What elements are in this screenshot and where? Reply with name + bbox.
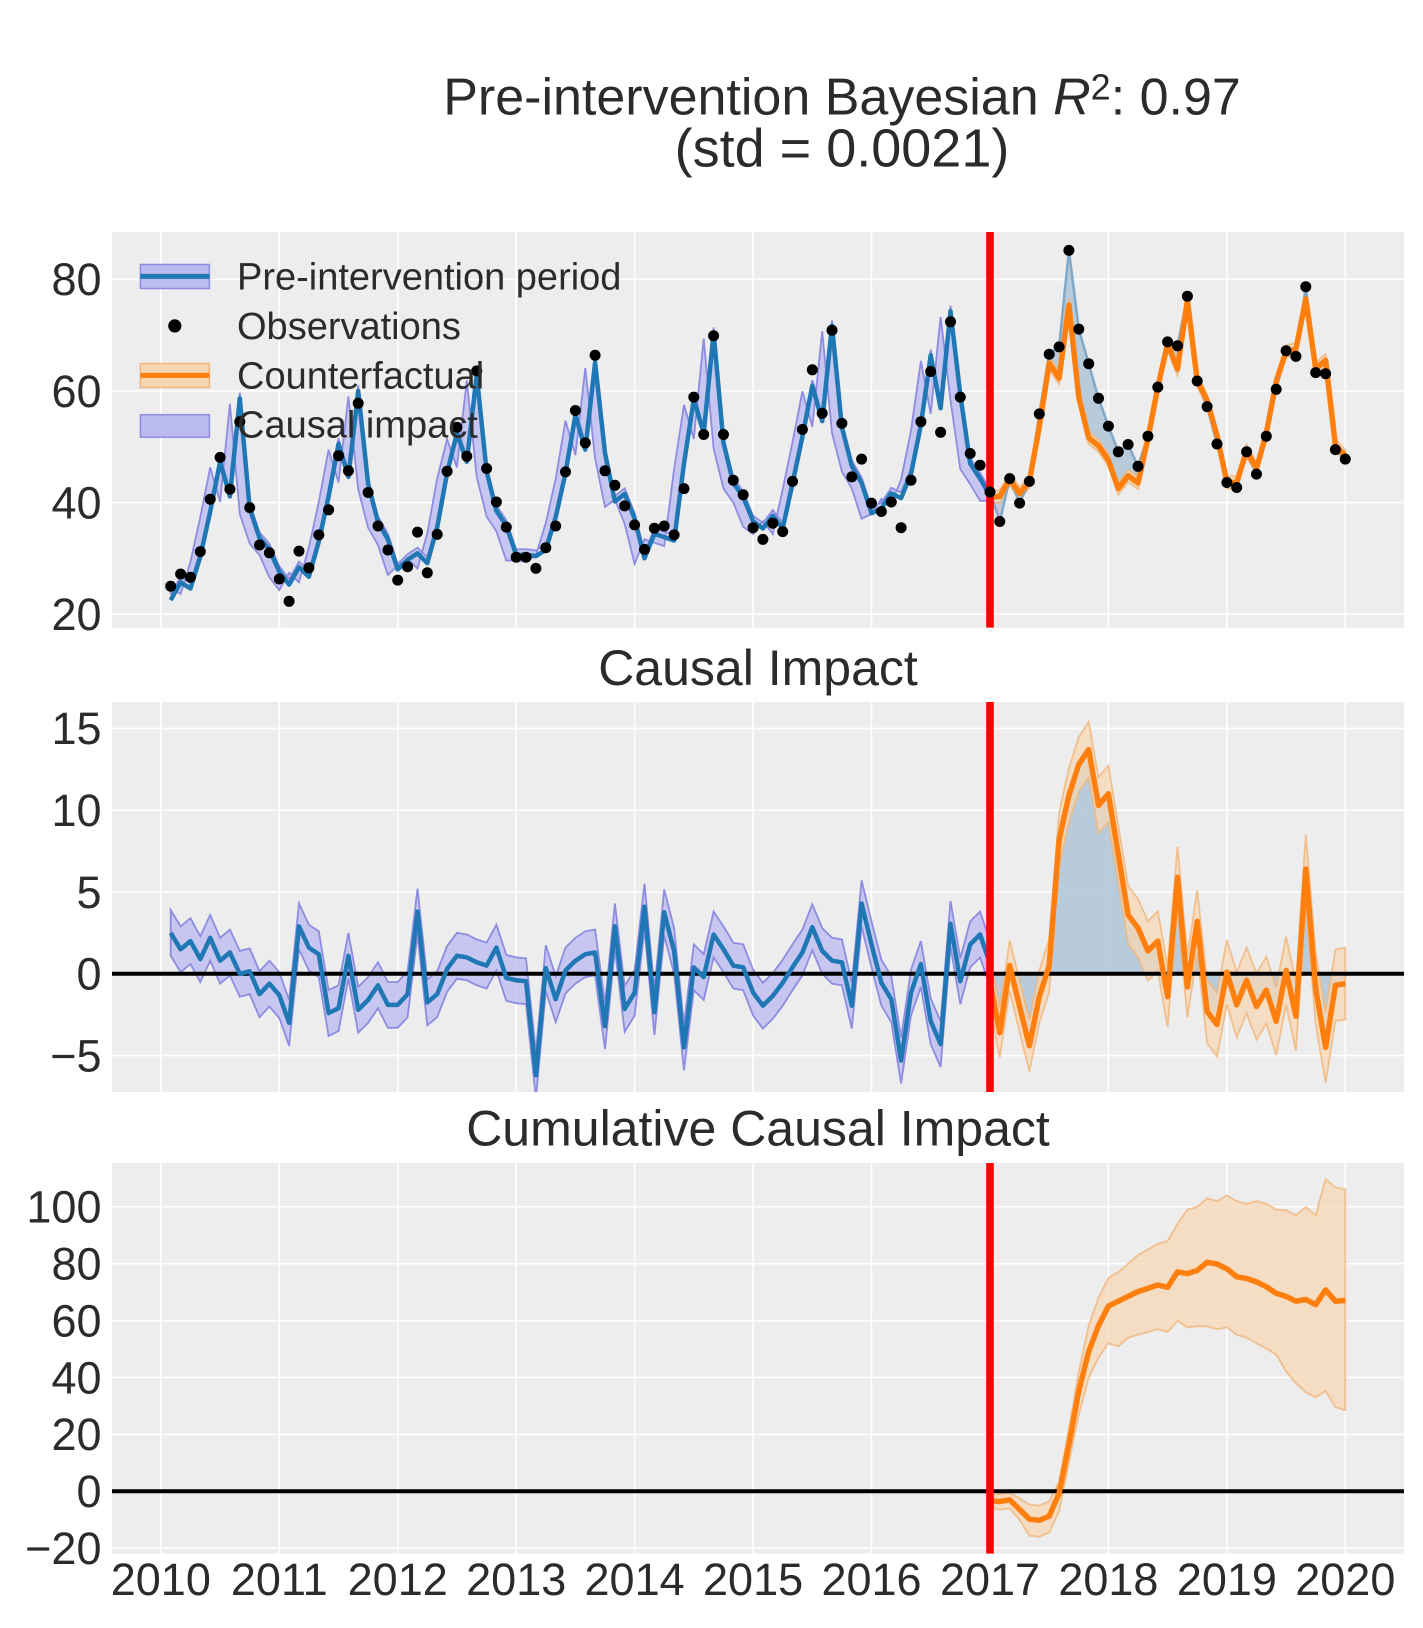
svg-text:2013: 2013 — [466, 1554, 566, 1605]
svg-text:5: 5 — [76, 867, 101, 918]
svg-text:80: 80 — [51, 1239, 101, 1290]
svg-text:2014: 2014 — [585, 1554, 685, 1605]
svg-text:Pre-intervention period: Pre-intervention period — [237, 257, 621, 299]
svg-text:Pre-intervention Bayesian R2:: Pre-intervention Bayesian R2: 0.97 — [443, 67, 1241, 127]
svg-text:40: 40 — [51, 477, 101, 528]
svg-text:2018: 2018 — [1058, 1554, 1158, 1605]
svg-text:−20: −20 — [25, 1523, 101, 1574]
svg-text:15: 15 — [51, 703, 101, 754]
svg-text:80: 80 — [51, 254, 101, 305]
svg-text:60: 60 — [51, 1295, 101, 1346]
svg-text:100: 100 — [26, 1182, 101, 1233]
svg-text:0: 0 — [76, 1466, 101, 1517]
svg-text:Counterfactual: Counterfactual — [237, 356, 484, 398]
svg-text:2012: 2012 — [348, 1554, 448, 1605]
svg-text:2020: 2020 — [1295, 1554, 1395, 1605]
svg-text:Observations: Observations — [237, 306, 461, 348]
svg-text:Causal Impact: Causal Impact — [598, 640, 918, 696]
svg-text:2016: 2016 — [821, 1554, 921, 1605]
svg-text:Causal impact: Causal impact — [237, 405, 478, 447]
svg-text:2017: 2017 — [940, 1554, 1040, 1605]
svg-text:2019: 2019 — [1177, 1554, 1277, 1605]
svg-text:−5: −5 — [50, 1030, 101, 1081]
svg-text:60: 60 — [51, 366, 101, 417]
svg-text:0: 0 — [76, 949, 101, 1000]
svg-text:2015: 2015 — [703, 1554, 803, 1605]
svg-text:40: 40 — [51, 1352, 101, 1403]
svg-text:2010: 2010 — [111, 1554, 211, 1605]
svg-text:20: 20 — [51, 1409, 101, 1460]
svg-text:20: 20 — [51, 589, 101, 640]
svg-text:10: 10 — [51, 785, 101, 836]
svg-text:Cumulative Causal Impact: Cumulative Causal Impact — [466, 1101, 1050, 1157]
svg-text:2011: 2011 — [231, 1554, 328, 1605]
svg-text:(std = 0.0021): (std = 0.0021) — [675, 119, 1010, 179]
